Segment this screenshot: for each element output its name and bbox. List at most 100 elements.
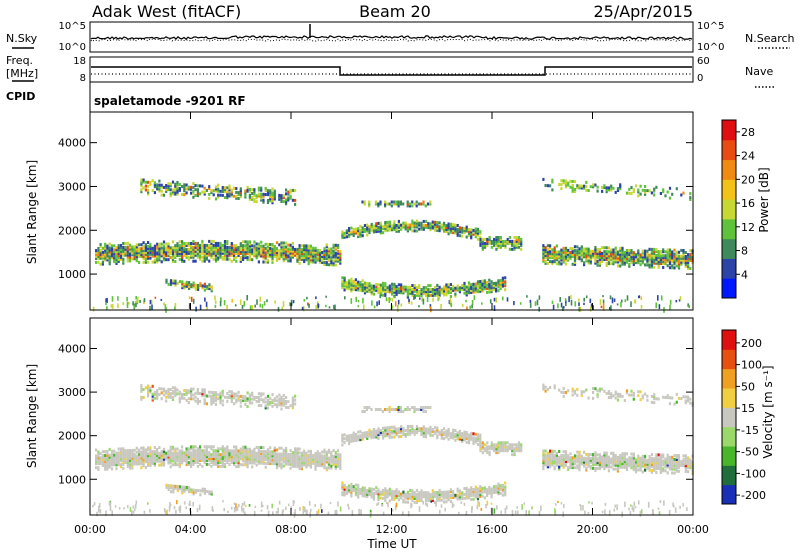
power-cell xyxy=(628,253,631,256)
velocity-cell xyxy=(280,466,283,470)
velocity-cell xyxy=(262,461,265,465)
power-cell xyxy=(208,196,211,200)
velocity-cell xyxy=(199,399,202,403)
power-cell xyxy=(192,240,195,243)
velocity-cell xyxy=(271,393,274,397)
power-cell xyxy=(378,300,380,305)
power-cell xyxy=(653,193,656,197)
power-cell xyxy=(226,249,229,253)
power-cell xyxy=(393,290,396,294)
colorbar-segment xyxy=(722,179,736,200)
velocity-cell xyxy=(260,446,263,450)
power-cell xyxy=(589,259,592,263)
velocity-cell xyxy=(185,447,188,451)
velocity-cell xyxy=(436,426,439,430)
velocity-cell xyxy=(542,385,545,389)
power-cell xyxy=(501,284,504,288)
power-cell xyxy=(621,256,624,260)
power-cell xyxy=(640,304,643,309)
velocity-cell xyxy=(659,457,662,461)
velocity-cell xyxy=(350,435,353,439)
velocity-cell xyxy=(616,467,620,471)
power-cell xyxy=(217,245,220,249)
power-cell xyxy=(555,254,558,258)
power-cell xyxy=(668,254,672,258)
power-cell xyxy=(199,192,202,196)
power-cell xyxy=(576,186,579,190)
power-cell xyxy=(119,257,123,261)
power-cell xyxy=(192,298,195,304)
power-cell xyxy=(344,296,346,300)
velocity-cell xyxy=(251,449,254,453)
velocity-cell xyxy=(142,452,145,456)
velocity-cell xyxy=(399,408,402,411)
power-cell xyxy=(337,253,340,257)
velocity-cell xyxy=(393,427,396,431)
velocity-cell xyxy=(237,453,240,457)
velocity-cell xyxy=(517,441,521,445)
velocity-cell xyxy=(235,451,238,455)
velocity-cell xyxy=(646,458,649,462)
velocity-cell xyxy=(196,459,199,462)
power-cell xyxy=(126,296,128,302)
power-cell xyxy=(605,190,608,194)
velocity-cell xyxy=(497,443,500,447)
power-cell xyxy=(230,247,233,251)
velocity-cell xyxy=(616,455,620,459)
velocity-cell xyxy=(300,453,303,457)
velocity-cell xyxy=(312,459,315,463)
velocity-cell xyxy=(162,461,166,465)
power-cell xyxy=(160,183,163,187)
power-cell xyxy=(291,251,294,255)
power-cell xyxy=(499,279,502,282)
power-cell xyxy=(495,241,498,245)
power-cell xyxy=(515,241,518,245)
velocity-cell xyxy=(544,449,547,453)
power-cell xyxy=(165,184,168,187)
power-cell xyxy=(495,281,498,285)
velocity-cell xyxy=(162,449,166,453)
power-cell xyxy=(237,248,240,252)
power-cell xyxy=(178,187,181,190)
velocity-cell xyxy=(558,467,561,471)
velocity-cell xyxy=(384,434,387,438)
power-cell xyxy=(659,260,662,263)
velocity-cell xyxy=(657,397,660,401)
velocity-cell xyxy=(248,459,251,463)
velocity-cell xyxy=(298,459,301,463)
power-cell xyxy=(208,253,211,257)
power-cell xyxy=(237,254,240,257)
velocity-cell xyxy=(655,467,658,471)
velocity-cell xyxy=(108,461,111,465)
power-cell xyxy=(203,249,206,253)
power-cell xyxy=(436,283,439,287)
velocity-cell xyxy=(400,429,403,433)
power-cell xyxy=(610,256,613,260)
velocity-cell xyxy=(630,393,633,397)
power-cell xyxy=(158,250,161,254)
power-cell xyxy=(275,257,279,260)
power-cell xyxy=(592,251,595,255)
power-cell xyxy=(610,258,613,262)
velocity-cell xyxy=(289,466,292,470)
power-cell xyxy=(646,253,649,257)
velocity-cell xyxy=(564,454,568,458)
power-cell xyxy=(217,249,220,253)
noise-sky-label: N.Sky xyxy=(6,32,38,45)
velocity-cell xyxy=(452,436,455,440)
power-cell xyxy=(449,287,452,291)
power-cell xyxy=(350,230,353,234)
velocity-cell xyxy=(630,389,633,393)
power-cell xyxy=(314,254,317,258)
power-cell xyxy=(223,245,227,249)
power-cell xyxy=(345,231,348,235)
power-cell xyxy=(490,290,493,294)
power-cell xyxy=(397,221,400,225)
velocity-cell xyxy=(479,437,482,441)
power-cell xyxy=(171,192,175,196)
velocity-cell xyxy=(382,430,385,434)
power-cell xyxy=(197,285,200,289)
power-cell xyxy=(605,256,608,260)
velocity-cell xyxy=(323,466,326,470)
power-cell xyxy=(144,256,147,260)
